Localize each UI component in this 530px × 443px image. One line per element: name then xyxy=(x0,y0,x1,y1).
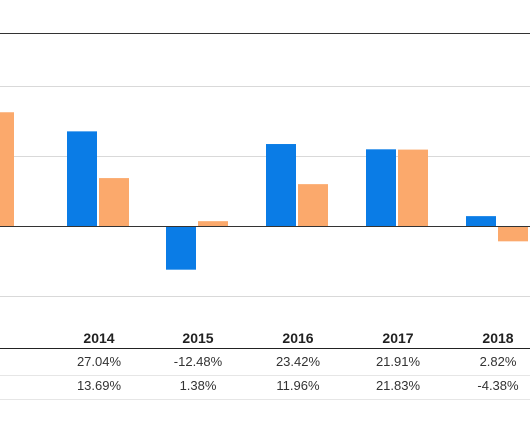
bar-series-2 xyxy=(398,149,428,226)
data-table: 13201420152016201720180%27.04%-12.48%23.… xyxy=(0,330,530,400)
bar-series-2 xyxy=(298,184,328,226)
category-label: 2018 xyxy=(482,330,513,346)
bar-series-1 xyxy=(166,226,196,270)
bar-series-1 xyxy=(366,149,396,226)
data-label-series-2: 11.96% xyxy=(276,378,320,393)
category-label: 2016 xyxy=(282,330,313,346)
category-label: 2015 xyxy=(182,330,213,346)
data-label-series-2: -4.38% xyxy=(477,378,519,393)
bar-series-1 xyxy=(466,216,496,226)
data-label-series-1: 27.04% xyxy=(77,354,122,369)
bar-series-2 xyxy=(198,221,228,226)
category-label: 2017 xyxy=(382,330,413,346)
data-label-series-1: -12.48% xyxy=(174,354,223,369)
data-label-series-1: 21.91% xyxy=(376,354,421,369)
bars xyxy=(0,112,528,270)
category-label: 2014 xyxy=(83,330,114,346)
data-label-series-2: 1.38% xyxy=(180,378,217,393)
data-label-series-2: 21.83% xyxy=(376,378,421,393)
bar-series-2 xyxy=(99,178,129,226)
data-label-series-2: 13.69% xyxy=(77,378,122,393)
data-label-series-1: 2.82% xyxy=(480,354,517,369)
bar-series-1 xyxy=(67,131,97,226)
bar-series-2 xyxy=(498,226,528,242)
bar-series-2 xyxy=(0,112,14,226)
data-label-series-1: 23.42% xyxy=(276,354,321,369)
bar-series-1 xyxy=(266,144,296,226)
